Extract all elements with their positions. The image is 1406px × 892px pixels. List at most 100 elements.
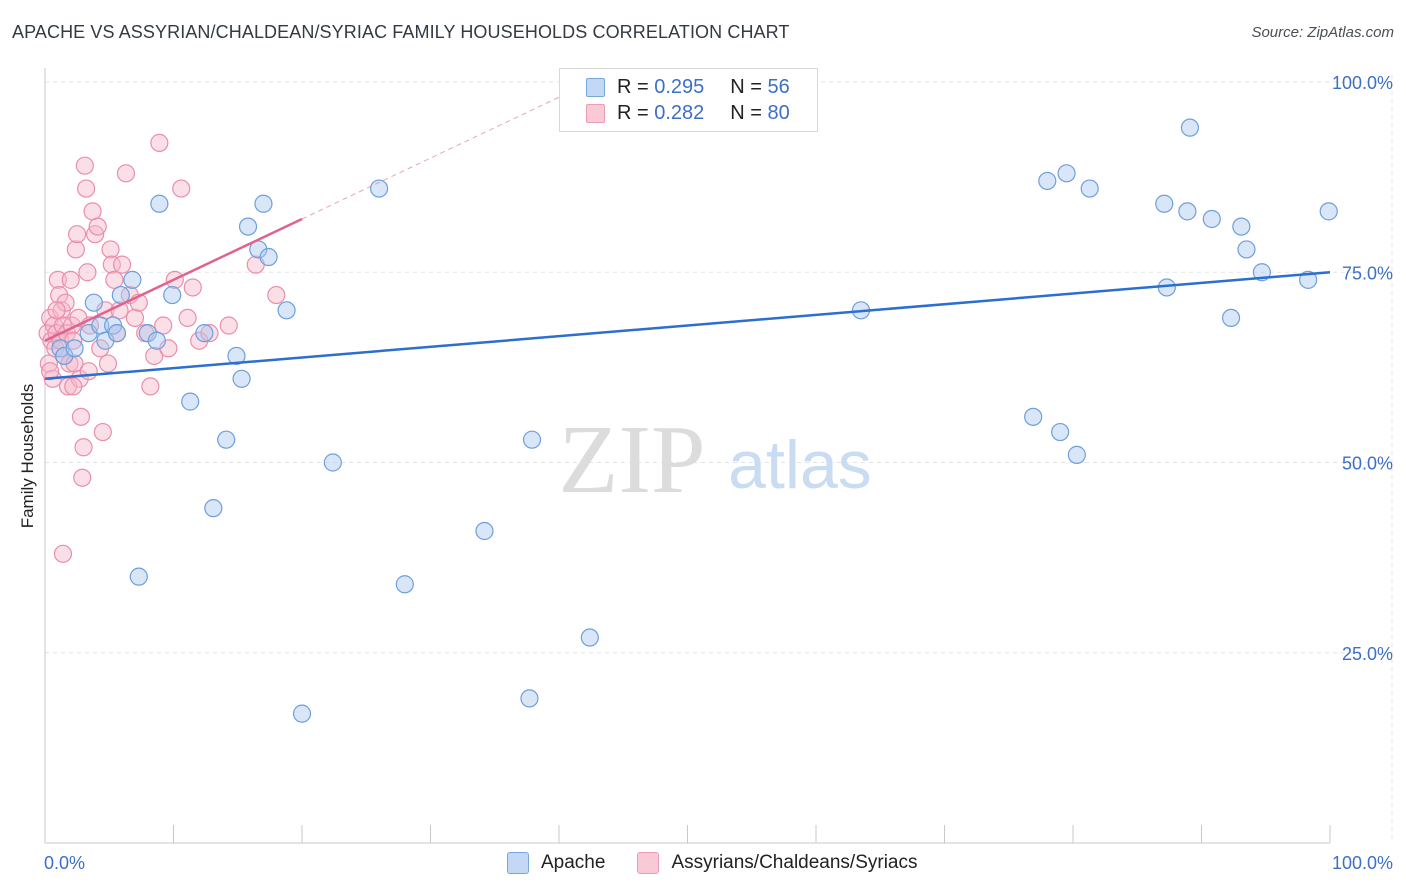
assyrian-point-58 [172, 179, 191, 198]
legend-row-apache: R = 0.295 N = 56 [586, 75, 790, 99]
apache-point-41 [1080, 179, 1099, 198]
assyrian-point-52 [141, 377, 160, 396]
assyrian-point-46 [112, 255, 132, 274]
series-legend: Apache Assyrians/Chaldeans/Syriacs [507, 852, 950, 874]
assyrian-point-26 [71, 407, 91, 426]
apache-point-42 [1155, 194, 1174, 213]
assyrian-point-27 [73, 468, 92, 487]
assyrian-point-53 [145, 346, 164, 366]
apache-point-28 [323, 453, 342, 472]
x-tick-label-min: 0.0% [44, 853, 85, 873]
assyrian-swatch [586, 103, 605, 123]
apache-point-24 [254, 194, 273, 213]
y-tick-label-75: 75.0% [1342, 263, 1393, 283]
assyrian-point-43 [105, 270, 124, 289]
watermark-zip: ZIP [559, 406, 706, 514]
apache-point-4 [84, 293, 103, 312]
apache-point-31 [475, 521, 494, 541]
watermark: ZIP atlas [559, 406, 872, 514]
x-tick-label-max: 100.0% [1332, 853, 1393, 873]
apache-point-40 [1067, 445, 1086, 464]
apache-point-15 [163, 285, 182, 305]
apache-point-33 [522, 430, 542, 449]
apache-n-label: N = [730, 75, 768, 98]
apache-r-value: 0.295 [654, 75, 705, 98]
assyrian-point-49 [125, 308, 145, 328]
assyrian-point-67 [47, 301, 66, 320]
apache-point-14 [150, 194, 169, 213]
trend-lines [44, 96, 1331, 381]
apache-point-26 [277, 301, 296, 320]
apache-trend-line [44, 271, 1331, 381]
assyrian-point-54 [150, 133, 169, 152]
legend-item-apache: Apache [507, 852, 605, 874]
assyrian-point-47 [116, 164, 136, 183]
y-tick-label-25: 25.0% [1342, 644, 1393, 664]
apache-point-18 [204, 499, 223, 518]
assyrian-point-59 [178, 308, 197, 328]
assyrian-point-9 [50, 285, 69, 305]
assyrian-point-30 [77, 179, 96, 198]
apache-point-25 [259, 247, 278, 267]
assyrian-point-42 [102, 255, 121, 274]
apache-point-13 [147, 331, 166, 350]
assyrian-point-55 [154, 316, 173, 335]
apache-point-39 [1057, 164, 1076, 183]
assyrian-point-32 [79, 362, 98, 381]
assyrian-point-31 [78, 263, 97, 282]
apache-point-22 [238, 217, 258, 236]
apache-point-29 [370, 179, 389, 198]
source-label: Source: ZipAtlas.com [1251, 24, 1394, 41]
apache-point-48 [1232, 217, 1251, 236]
apache-point-16 [181, 392, 200, 411]
assyrian-point-28 [74, 438, 93, 457]
assyrian-point-65 [267, 285, 286, 305]
apache-point-32 [520, 689, 539, 708]
assyrian-legend-label: Assyrians/Chaldeans/Syriacs [671, 852, 918, 873]
apache-point-45 [1180, 118, 1200, 137]
apache-legend-swatch [507, 852, 529, 874]
apache-point-36 [1024, 407, 1043, 426]
y-axis-label: Family Households [18, 383, 37, 529]
tick-labels: 25.0% 50.0% 75.0% 100.0% 0.0% 100.0% [44, 73, 1393, 873]
apache-point-20 [227, 346, 246, 366]
apache-n-value: 56 [767, 75, 790, 98]
gridlines [45, 75, 1393, 843]
apache-point-27 [292, 704, 312, 723]
assyrian-r-label: R = [617, 101, 655, 124]
assyrian-point-18 [61, 270, 80, 289]
assyrian-point-36 [88, 217, 107, 236]
assyrian-point-1 [39, 354, 58, 373]
assyrian-point-41 [101, 240, 120, 259]
apache-point-1 [55, 346, 74, 366]
apache-point-8 [107, 324, 127, 343]
apache-r-label: R = [617, 75, 655, 98]
apache-point-19 [217, 430, 236, 449]
apache-point-34 [580, 628, 599, 647]
apache-point-38 [1051, 422, 1070, 442]
assyrian-legend-swatch [637, 852, 660, 874]
legend-row-assyrian: R = 0.282 N = 80 [586, 101, 790, 125]
assyrian-point-69 [64, 377, 83, 396]
apache-legend-label: Apache [541, 852, 606, 873]
apache-point-52 [1319, 202, 1338, 221]
apache-point-37 [1038, 171, 1057, 191]
apache-point-49 [1237, 240, 1256, 259]
assyrian-point-68 [53, 544, 73, 563]
y-tick-label-50: 50.0% [1342, 454, 1393, 474]
assyrian-trend-extension [301, 96, 560, 220]
assyrian-point-38 [93, 422, 112, 442]
watermark-atlas: atlas [728, 427, 872, 503]
apache-point-44 [1178, 202, 1197, 221]
apache-point-17 [195, 324, 214, 343]
assyrian-point-60 [183, 278, 202, 297]
axes [44, 68, 1331, 844]
assyrian-n-value: 80 [767, 101, 790, 124]
assyrian-point-63 [219, 316, 238, 335]
y-tick-label-100: 100.0% [1332, 73, 1393, 93]
apache-point-30 [395, 575, 414, 594]
assyrian-n-label: N = [730, 101, 768, 124]
assyrian-point-40 [98, 354, 118, 373]
assyrian-point-22 [66, 240, 85, 259]
